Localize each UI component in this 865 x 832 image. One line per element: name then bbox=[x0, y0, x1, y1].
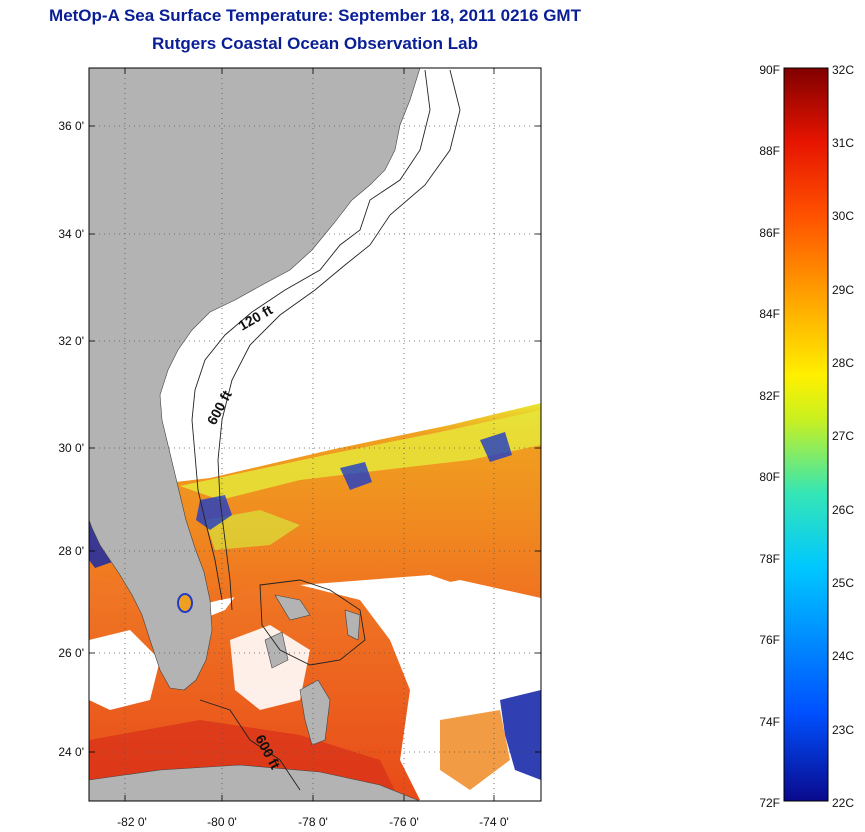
contour-120ft bbox=[191, 69, 431, 601]
colorbar-celsius-scale: 32C 31C 30C 29C 28C 27C 26C 25C 24C 23C … bbox=[832, 63, 854, 810]
cb-f-label: 84F bbox=[759, 307, 780, 321]
land-bahamas-1 bbox=[299, 679, 331, 746]
lat-label-34: 34 0' bbox=[58, 227, 84, 241]
land-bahamas-3 bbox=[344, 609, 361, 641]
sst-patch-yellow-2 bbox=[205, 510, 300, 550]
cb-c-label: 32C bbox=[832, 63, 854, 77]
cb-c-label: 24C bbox=[832, 649, 854, 663]
land-bahamas-2 bbox=[274, 594, 311, 621]
map-title: MetOp-A Sea Surface Temperature: Septemb… bbox=[49, 6, 581, 25]
cb-c-label: 25C bbox=[832, 576, 854, 590]
lat-label-26: 26 0' bbox=[58, 646, 84, 660]
cb-c-label: 23C bbox=[832, 723, 854, 737]
lake-okeechobee bbox=[177, 593, 193, 613]
cb-f-label: 78F bbox=[759, 552, 780, 566]
lon-label-78: -78 0' bbox=[298, 815, 328, 829]
cb-c-label: 29C bbox=[832, 283, 854, 297]
cb-f-label: 82F bbox=[759, 389, 780, 403]
cb-c-label: 28C bbox=[832, 356, 854, 370]
colorbar-fahrenheit-scale: 90F 88F 86F 84F 82F 80F 78F 76F 74F 72F bbox=[759, 63, 780, 810]
lon-label-82: -82 0' bbox=[117, 815, 147, 829]
colorbar bbox=[783, 67, 829, 802]
lat-label-28: 28 0' bbox=[58, 544, 84, 558]
cb-f-label: 88F bbox=[759, 144, 780, 158]
cloud-gap-south-2 bbox=[230, 625, 310, 710]
contour-bahamas bbox=[259, 579, 366, 666]
lat-label-24: 24 0' bbox=[58, 745, 84, 759]
sst-cool-patch-3 bbox=[480, 432, 512, 462]
cb-f-label: 86F bbox=[759, 226, 780, 240]
sst-cool-patch-east bbox=[500, 690, 541, 780]
cb-c-label: 31C bbox=[832, 136, 854, 150]
sst-cool-patch-2 bbox=[340, 462, 372, 490]
cb-f-label: 76F bbox=[759, 633, 780, 647]
lat-label-30: 30 0' bbox=[58, 441, 84, 455]
lon-label-74: -74 0' bbox=[479, 815, 509, 829]
cloud-gap-east bbox=[410, 580, 541, 700]
cloud-gap-south-1 bbox=[89, 630, 160, 710]
axis-ticks bbox=[89, 68, 541, 801]
cb-c-label: 27C bbox=[832, 429, 854, 443]
land-southeast-us bbox=[89, 68, 421, 691]
map-subtitle: Rutgers Coastal Ocean Observation Lab bbox=[152, 34, 478, 53]
cb-f-label: 90F bbox=[759, 63, 780, 77]
cb-f-label: 80F bbox=[759, 470, 780, 484]
lon-label-80: -80 0' bbox=[207, 815, 237, 829]
lat-label-32: 32 0' bbox=[58, 334, 84, 348]
sst-warm-patch-yellow bbox=[180, 410, 541, 500]
lat-label-36: 36 0' bbox=[58, 119, 84, 133]
cb-c-label: 26C bbox=[832, 503, 854, 517]
land-bahamas-4 bbox=[264, 631, 289, 669]
contour-600ft-south bbox=[199, 699, 301, 791]
lon-label-76: -76 0' bbox=[389, 815, 419, 829]
map-frame bbox=[88, 67, 542, 802]
land-cuba bbox=[89, 764, 421, 801]
grid-lines bbox=[89, 68, 541, 801]
cb-c-label: 22C bbox=[832, 796, 854, 810]
cb-f-label: 72F bbox=[759, 796, 780, 810]
sst-orange-east bbox=[440, 710, 510, 790]
cb-c-label: 30C bbox=[832, 209, 854, 223]
cb-f-label: 74F bbox=[759, 715, 780, 729]
